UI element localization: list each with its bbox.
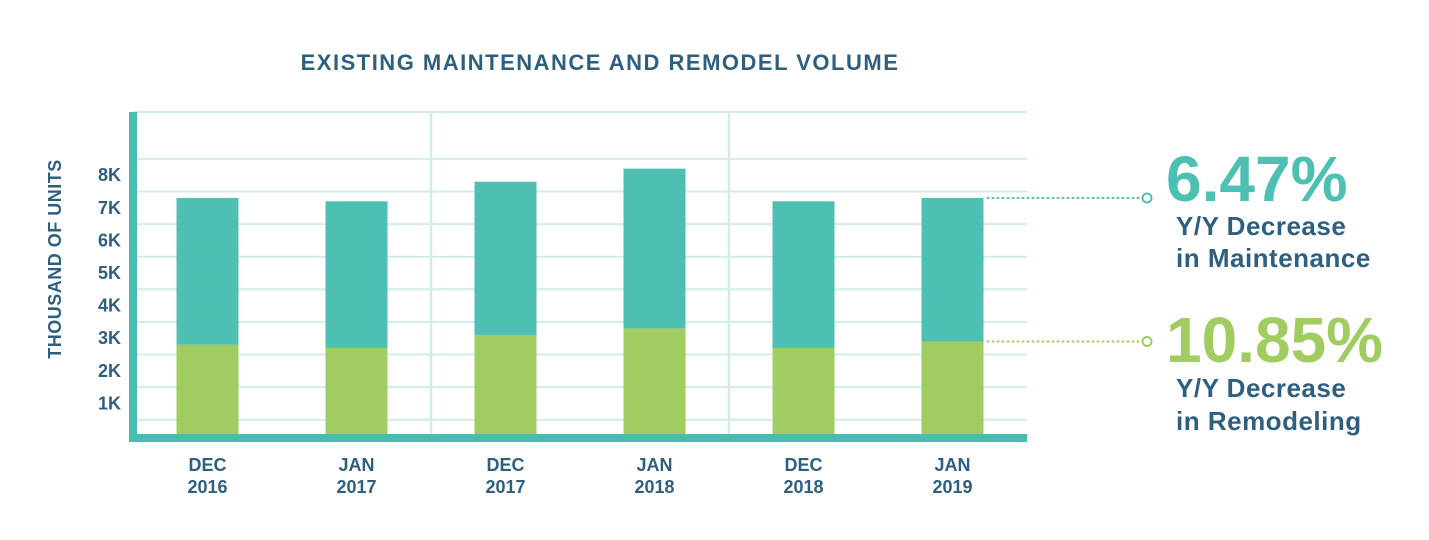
- x-tick-label-year: 2018: [783, 477, 823, 497]
- y-tick-label: 8K: [98, 165, 121, 185]
- y-tick-label: 7K: [98, 198, 121, 218]
- bar-maintenance-5: [921, 198, 984, 342]
- bar-maintenance-0: [176, 198, 239, 345]
- x-tick-label-month: DEC: [188, 455, 226, 475]
- y-axis-label: THOUSAND OF UNITS: [45, 159, 65, 359]
- bar-maintenance-4: [772, 201, 835, 348]
- y-tick-label: 1K: [98, 393, 121, 413]
- bar-remodeling-5: [921, 341, 984, 436]
- bar-remodeling-2: [474, 334, 537, 436]
- x-tick-label-month: JAN: [338, 455, 374, 475]
- bar-remodeling-3: [623, 328, 686, 436]
- bar-maintenance-2: [474, 181, 537, 335]
- x-axis-line: [129, 434, 1027, 442]
- annotation-value: 10.85%: [1166, 304, 1383, 376]
- x-tick-label-month: DEC: [784, 455, 822, 475]
- y-tick-label: 6K: [98, 230, 121, 250]
- bar-maintenance-3: [623, 168, 686, 329]
- x-tick-label-year: 2016: [187, 477, 227, 497]
- x-tick-label-year: 2019: [932, 477, 972, 497]
- bar-remodeling-1: [325, 347, 388, 436]
- x-tick-label-month: JAN: [934, 455, 970, 475]
- y-axis-line: [129, 112, 137, 440]
- annotation-line1: Y/Y Decrease: [1176, 373, 1346, 403]
- bar-remodeling-0: [176, 344, 239, 436]
- x-tick-label-year: 2017: [336, 477, 376, 497]
- x-tick-label-year: 2017: [485, 477, 525, 497]
- x-tick-label-month: JAN: [636, 455, 672, 475]
- chart-title: EXISTING MAINTENANCE AND REMODEL VOLUME: [301, 50, 900, 75]
- annotation-dot: [1141, 335, 1153, 347]
- y-tick-label: 4K: [98, 296, 121, 316]
- y-tick-label: 2K: [98, 361, 121, 381]
- bar-maintenance-1: [325, 201, 388, 348]
- x-tick-label-month: DEC: [486, 455, 524, 475]
- x-tick-label-year: 2018: [634, 477, 674, 497]
- annotation-value: 6.47%: [1166, 143, 1347, 215]
- y-tick-label: 3K: [98, 328, 121, 348]
- bar-remodeling-4: [772, 347, 835, 436]
- y-tick-label: 5K: [98, 263, 121, 283]
- annotation-dot: [1141, 192, 1153, 204]
- annotation-line1: Y/Y Decrease: [1176, 211, 1346, 241]
- annotation-line2: in Remodeling: [1176, 406, 1362, 436]
- annotation-line2: in Maintenance: [1176, 243, 1371, 273]
